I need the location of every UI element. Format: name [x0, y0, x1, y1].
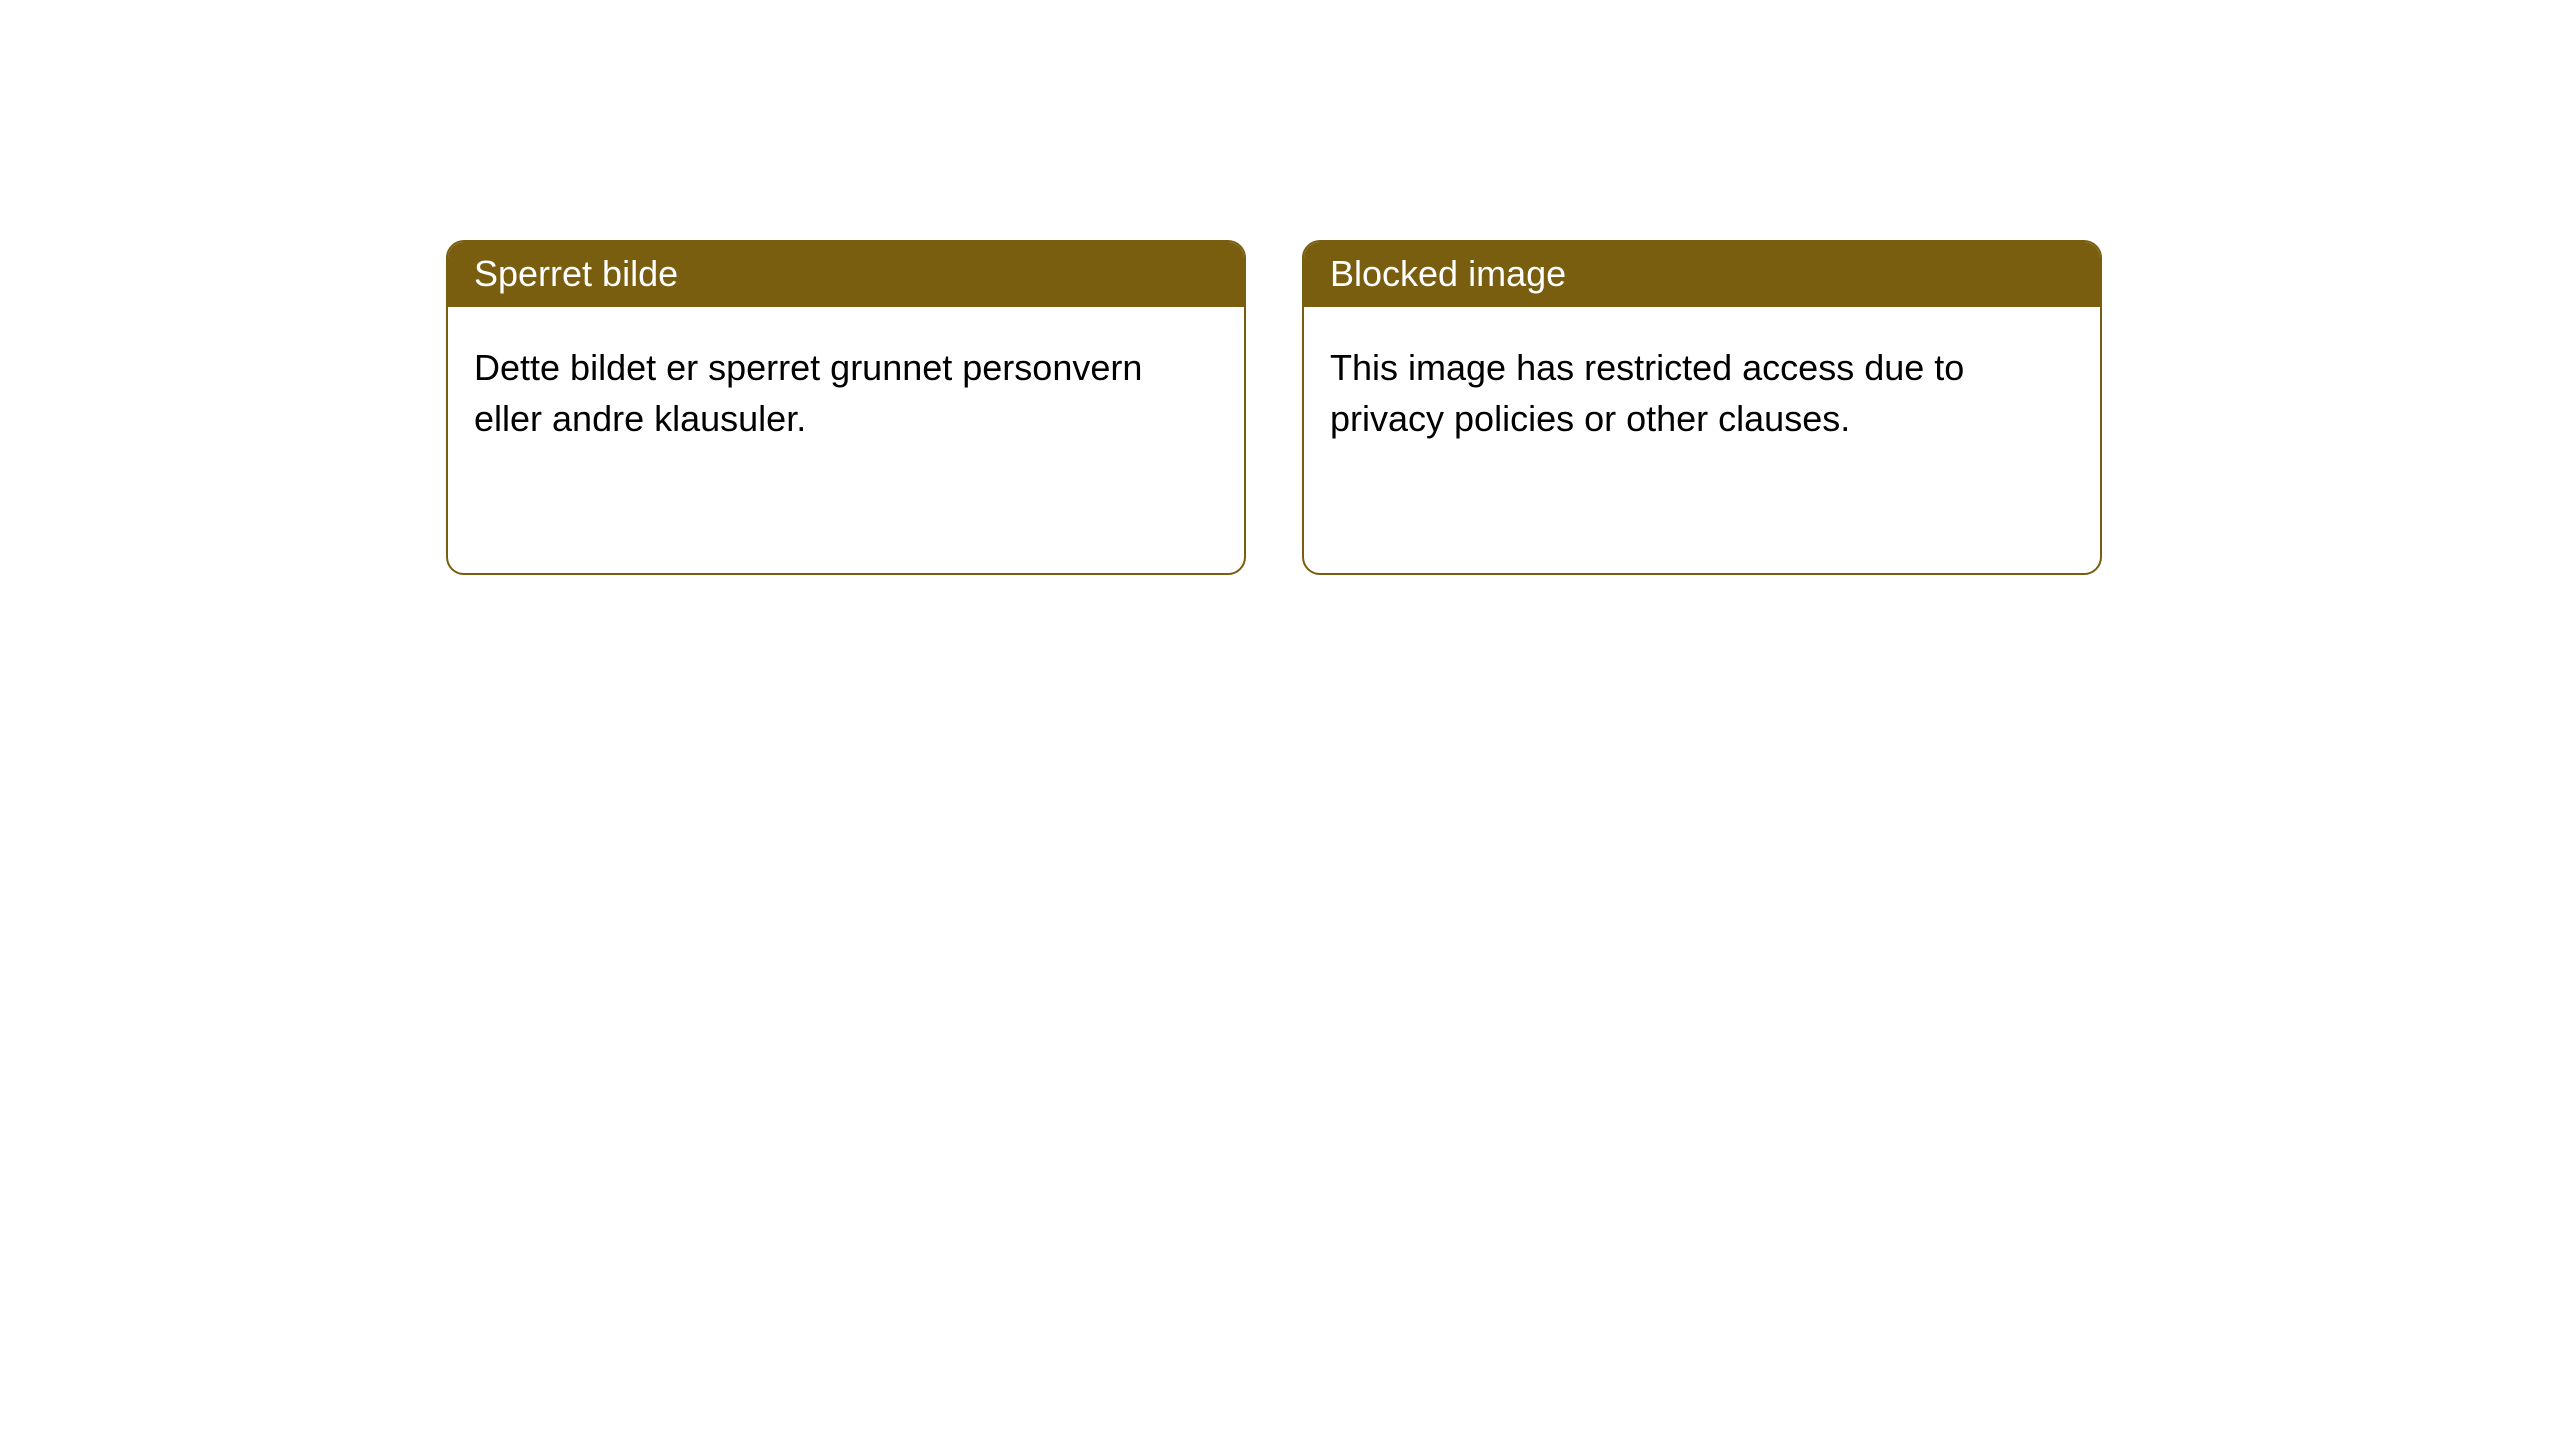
- notice-card-en: Blocked image This image has restricted …: [1302, 240, 2102, 575]
- notice-body-en: This image has restricted access due to …: [1304, 307, 2100, 470]
- notice-card-no: Sperret bilde Dette bildet er sperret gr…: [446, 240, 1246, 575]
- notice-container: Sperret bilde Dette bildet er sperret gr…: [0, 0, 2560, 575]
- notice-title-en: Blocked image: [1304, 242, 2100, 307]
- notice-title-no: Sperret bilde: [448, 242, 1244, 307]
- notice-body-no: Dette bildet er sperret grunnet personve…: [448, 307, 1244, 470]
